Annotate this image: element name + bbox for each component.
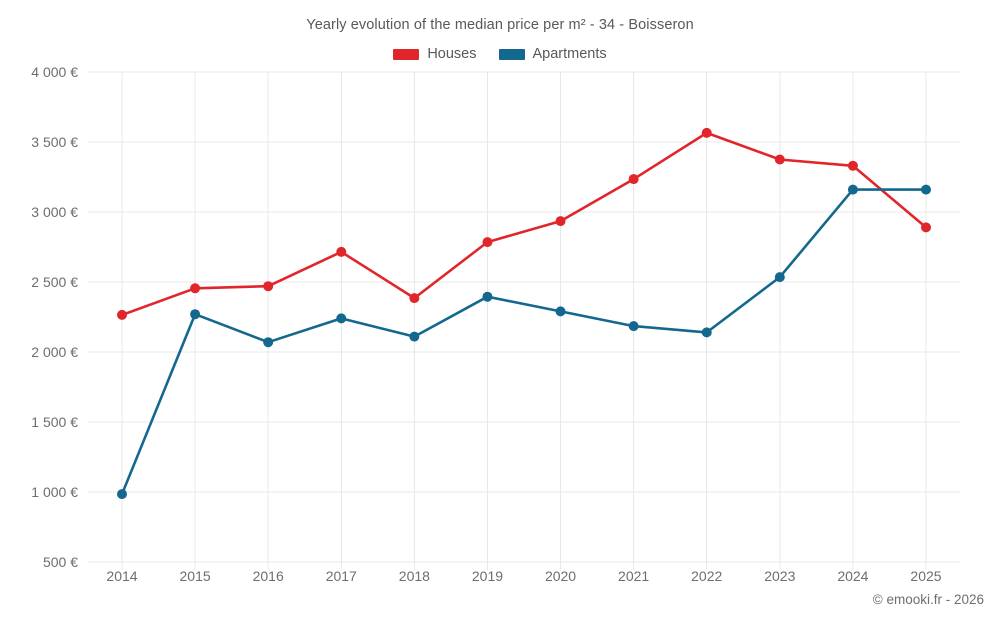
chart-legend: Houses Apartments	[0, 46, 1000, 62]
data-point-apartments-2019[interactable]	[482, 291, 493, 302]
data-point-houses-2017[interactable]	[336, 246, 347, 257]
x-axis-tick-label: 2024	[837, 568, 869, 584]
y-axis-tick-label: 2 500 €	[31, 274, 78, 290]
legend-label-houses: Houses	[427, 46, 477, 62]
legend-item-houses[interactable]: Houses	[393, 46, 477, 62]
x-axis-tick-label: 2015	[179, 568, 211, 584]
y-axis-tick-label: 3 000 €	[31, 204, 78, 220]
data-point-houses-2015[interactable]	[190, 283, 201, 294]
data-point-houses-2019[interactable]	[482, 237, 493, 248]
data-point-apartments-2024[interactable]	[847, 184, 858, 195]
series-line-houses	[120, 131, 928, 317]
series-line-apartments	[120, 188, 928, 496]
y-axis-tick-label: 1 500 €	[31, 414, 78, 430]
data-point-apartments-2017[interactable]	[336, 313, 347, 324]
data-point-apartments-2023[interactable]	[774, 272, 785, 283]
legend-swatch-apartments	[498, 48, 525, 60]
data-point-houses-2023[interactable]	[774, 154, 785, 165]
chart-title: Yearly evolution of the median price per…	[306, 17, 694, 33]
x-axis-tick-label: 2019	[471, 568, 504, 584]
data-point-houses-2016[interactable]	[263, 281, 274, 292]
legend-swatch-houses	[393, 48, 420, 60]
x-axis-tick-label: 2014	[106, 568, 138, 584]
legend-label-apartments: Apartments	[532, 46, 607, 62]
data-point-apartments-2018[interactable]	[409, 331, 420, 342]
data-point-houses-2020[interactable]	[555, 216, 566, 227]
y-axis-tick-label: 2 000 €	[31, 344, 78, 360]
data-point-houses-2014[interactable]	[117, 309, 127, 320]
x-axis-tick-label: 2021	[618, 568, 650, 584]
x-axis-tick-label: 2017	[325, 568, 357, 584]
chart-footer-credit: © emooki.fr - 2026	[872, 592, 984, 607]
x-axis-tick-label: 2018	[398, 568, 430, 584]
x-axis-tick-label: 2020	[544, 568, 577, 584]
data-point-apartments-2021[interactable]	[628, 321, 639, 332]
data-point-apartments-2015[interactable]	[190, 309, 201, 320]
y-axis-tick-label: 3 500 €	[31, 134, 78, 150]
x-axis-tick-label: 2016	[252, 568, 284, 584]
data-point-houses-2018[interactable]	[409, 293, 420, 304]
data-point-houses-2025[interactable]	[921, 222, 931, 233]
y-axis-tick-label: 4 000 €	[31, 64, 78, 80]
data-point-apartments-2025[interactable]	[921, 184, 931, 195]
plot-area	[88, 71, 960, 570]
data-point-apartments-2016[interactable]	[263, 337, 274, 348]
data-point-apartments-2022[interactable]	[701, 327, 712, 338]
legend-item-apartments[interactable]: Apartments	[498, 46, 607, 62]
data-point-houses-2021[interactable]	[628, 174, 639, 185]
x-axis-tick-label: 2023	[764, 568, 796, 584]
y-axis-tick-label: 500 €	[42, 554, 78, 570]
y-axis-tick-label: 1 000 €	[31, 484, 78, 500]
data-point-houses-2022[interactable]	[701, 127, 712, 138]
x-axis-tick-label: 2022	[691, 568, 723, 584]
data-point-apartments-2014[interactable]	[117, 489, 127, 500]
x-axis-tick-label: 2025	[910, 568, 942, 584]
data-point-houses-2024[interactable]	[847, 160, 858, 171]
data-point-apartments-2020[interactable]	[555, 306, 566, 317]
plot-svg	[88, 71, 960, 570]
